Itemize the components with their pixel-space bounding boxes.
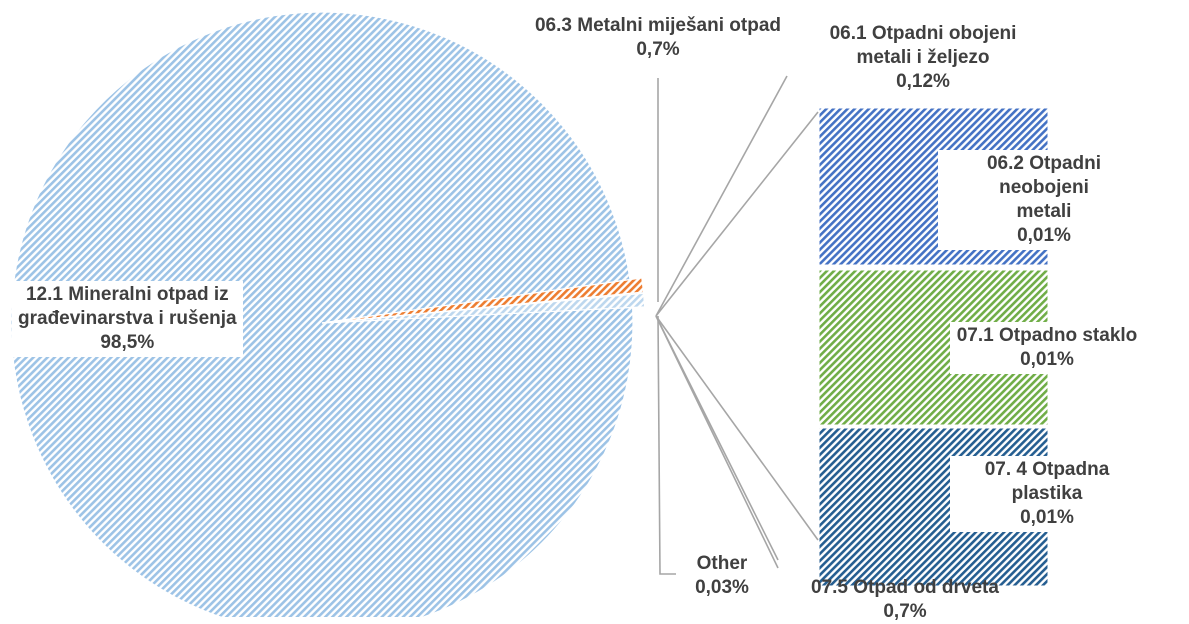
label-metalni-line-1: 06.3 Metalni miješani otpad — [534, 15, 782, 36]
label-other-value: 0,03% — [695, 577, 749, 598]
leader-line-other — [657, 315, 676, 575]
label-neobojeni-value: 0,01% — [1017, 225, 1071, 246]
label-obojeni-line-2: metali i željezo — [856, 47, 990, 68]
label-other-line-1: Other — [696, 553, 748, 574]
label-neobojeni-line-1: 06.2 Otpadni neobojeni — [986, 153, 1102, 198]
leader-line-otpad-od-drveta — [655, 315, 779, 569]
label-mineralni-line-1: 12.1 Mineralni otpad iz — [25, 284, 229, 305]
label-obojeni-value: 0,12% — [896, 71, 950, 92]
label-mineralni-otpad: 12.1 Mineralni otpad iz građevinarstva i… — [12, 281, 243, 357]
label-metalni-value: 0,7% — [636, 39, 680, 60]
leader-line-otpadna-plastika — [655, 315, 819, 541]
label-mineralni-value: 98,5% — [100, 332, 155, 353]
label-obojeni-line-1: 06.1 Otpadni obojeni — [829, 23, 1017, 44]
label-metalni-mijesani: 06.3 Metalni miješani otpad 0,7% — [508, 14, 808, 62]
label-neobojeni-line-2: metali — [1016, 201, 1072, 222]
label-otpadno-staklo: 07.1 Otpadno staklo 0,01% — [950, 322, 1144, 374]
leader-line-neobojeni-metali — [655, 111, 819, 317]
label-drveta-value: 0,7% — [883, 601, 927, 622]
label-obojeni-metali: 06.1 Otpadni obojeni metali i željezo 0,… — [808, 22, 1038, 94]
label-drveta-line-1: 07.5 Otpad od drveta — [811, 577, 999, 598]
label-other: Other 0,03% — [672, 552, 772, 600]
leader-line-obojeni-metali — [655, 75, 788, 317]
label-staklo-value: 0,01% — [1020, 349, 1074, 370]
label-plastika-value: 0,01% — [1020, 507, 1074, 528]
label-mineralni-line-2: građevinarstva i rušenja — [18, 308, 237, 329]
label-neobojeni-metali: 06.2 Otpadni neobojeni metali 0,01% — [938, 150, 1150, 250]
label-otpadna-plastika: 07. 4 Otpadna plastika 0,01% — [950, 456, 1144, 532]
label-staklo-line-1: 07.1 Otpadno staklo — [956, 325, 1138, 346]
pie-slice-06-3-metalni-mijesani-otpad — [321, 277, 645, 324]
leader-lines — [655, 75, 819, 575]
label-plastika-line-1: 07. 4 Otpadna plastika — [984, 459, 1110, 504]
